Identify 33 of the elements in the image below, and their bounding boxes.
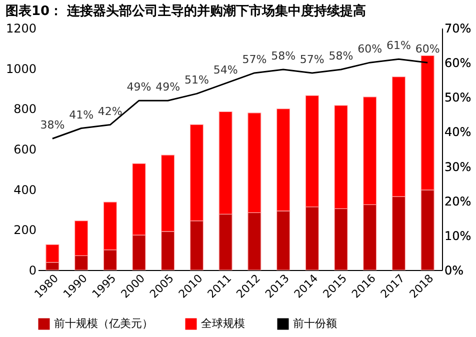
legend-label: 前十份额 <box>293 317 337 330</box>
data-label: 60% <box>358 42 382 56</box>
y-tick-label: 1200 <box>6 22 36 36</box>
data-label: 58% <box>271 49 296 62</box>
chart-title: 图表10： 连接器头部公司主导的并购潮下市场集中度持续提高 <box>5 3 366 19</box>
y2-tick-label: 20% <box>444 194 472 208</box>
y-tick-label: 600 <box>14 142 36 156</box>
data-label: 51% <box>184 74 209 87</box>
data-label: 38% <box>40 118 65 132</box>
y2-tick-label: 30% <box>444 160 472 174</box>
data-label: 41% <box>69 108 94 122</box>
data-label: 60% <box>415 42 440 56</box>
data-label: 57% <box>242 52 267 66</box>
data-label: 58% <box>328 49 354 62</box>
y2-tick-label: 60% <box>444 56 472 70</box>
y-tick-label: 1000 <box>6 62 36 76</box>
data-label: 57% <box>300 52 324 66</box>
y-tick-label: 200 <box>14 223 36 238</box>
legend-label: 前十规模（亿美元） <box>54 317 153 330</box>
data-label: 42% <box>98 104 122 118</box>
data-label: 54% <box>213 63 238 76</box>
legend-label: 全球规模 <box>201 317 245 330</box>
data-label: 61% <box>386 39 411 52</box>
y-tick-label: 800 <box>14 102 36 116</box>
y2-tick-label: 50% <box>444 90 472 105</box>
y-tick-label: 400 <box>14 182 36 197</box>
y2-tick-label: 0% <box>444 264 464 278</box>
data-label: 49% <box>156 80 180 94</box>
data-label: 49% <box>126 80 152 94</box>
y-tick-label: 0 <box>28 264 36 278</box>
y2-tick-label: 40% <box>444 125 472 140</box>
y2-tick-label: 70% <box>444 22 472 36</box>
y2-tick-label: 10% <box>444 228 472 243</box>
